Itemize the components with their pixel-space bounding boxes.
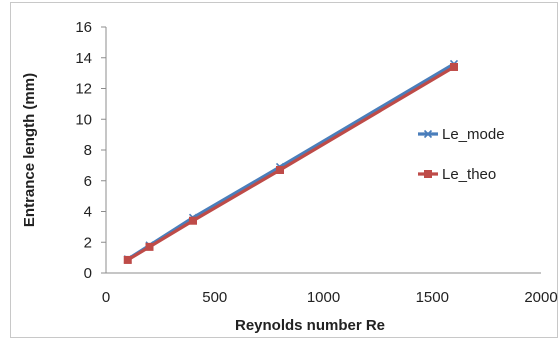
y-axis-title-group: Entrance length (mm)	[21, 73, 38, 227]
y-tick-label: 2	[84, 234, 92, 251]
legend-label-Le_mode: Le_mode	[442, 126, 505, 143]
legend: Le_mode Le_theo	[418, 126, 505, 183]
y-tick-label: 8	[84, 142, 92, 159]
y-tick-label: 14	[75, 50, 92, 67]
x-tick-label: 1000	[307, 289, 340, 306]
data-point-Le_theo	[450, 62, 458, 71]
x-axis-title: Reynolds number Re	[235, 317, 385, 334]
y-tick-label: 16	[75, 19, 92, 36]
plot-area: 0 2 4 6 8 10 12 14 16 0 500 1000 1500 2000	[75, 19, 557, 306]
legend-label-Le_theo: Le_theo	[442, 166, 496, 183]
series-line-Le_theo	[126, 65, 455, 262]
data-point-Le_theo	[189, 216, 197, 225]
legend-marker-Le_theo	[424, 170, 432, 178]
y-tick-label: 10	[75, 111, 92, 128]
legend-marker-Le_mode	[423, 129, 433, 139]
x-tick-label: 0	[102, 289, 110, 306]
y-axis-title: Entrance length (mm)	[21, 73, 38, 227]
y-tick-label: 0	[84, 265, 92, 282]
y-tick-label: 12	[75, 81, 92, 98]
x-tick-label: 500	[202, 289, 227, 306]
data-point-Le_theo	[145, 242, 154, 251]
x-tick-label: 1500	[416, 289, 449, 306]
chart-frame	[10, 2, 558, 338]
data-point-Le_theo	[276, 165, 284, 174]
data-point-Le_theo	[123, 255, 132, 264]
y-tick-label: 4	[84, 204, 92, 221]
y-tick-label: 6	[84, 173, 92, 190]
x-tick-label: 2000	[524, 289, 557, 306]
